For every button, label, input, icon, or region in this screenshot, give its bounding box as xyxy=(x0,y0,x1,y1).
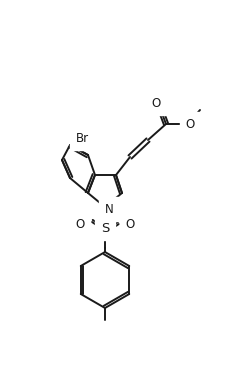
Text: O: O xyxy=(185,118,194,131)
Text: Br: Br xyxy=(75,131,88,145)
Text: O: O xyxy=(75,218,84,230)
Text: N: N xyxy=(104,203,113,216)
Text: O: O xyxy=(125,218,134,230)
Text: S: S xyxy=(100,221,109,234)
Text: O: O xyxy=(151,96,160,109)
